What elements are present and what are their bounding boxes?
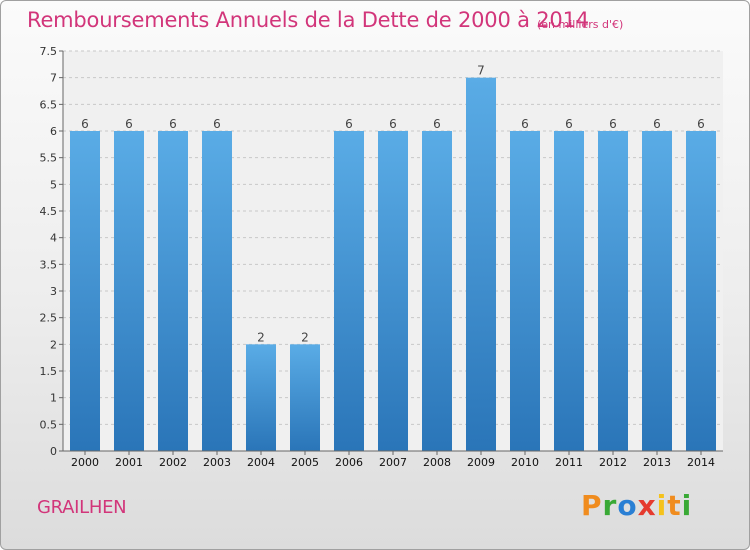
x-tick-label: 2013 [643, 456, 671, 469]
y-tick-label: 2 [50, 338, 57, 351]
y-tick-label: 7 [50, 72, 57, 85]
y-tick-label: 1.5 [40, 365, 58, 378]
x-tick-label: 2012 [599, 456, 627, 469]
data-label: 6 [389, 117, 397, 131]
data-label: 6 [653, 117, 661, 131]
data-label: 2 [257, 330, 265, 344]
x-tick-label: 2001 [115, 456, 143, 469]
data-label: 6 [213, 117, 221, 131]
chart-unit: (en milliers d'€) [537, 18, 624, 31]
bar [642, 131, 672, 451]
y-tick-label: 4.5 [40, 205, 58, 218]
y-tick-label: 6.5 [40, 98, 58, 111]
x-tick-label: 2011 [555, 456, 583, 469]
bar [466, 77, 496, 452]
data-label: 6 [565, 117, 573, 131]
data-label: 6 [125, 117, 133, 131]
chart-title: Remboursements Annuels de la Dette de 20… [27, 8, 589, 32]
data-label: 6 [345, 117, 353, 131]
x-tick-label: 2005 [291, 456, 319, 469]
x-tick-label: 2010 [511, 456, 539, 469]
y-tick-label: 1 [50, 392, 57, 405]
y-tick-label: 5 [50, 178, 57, 191]
y-tick-label: 3 [50, 285, 57, 298]
data-label: 6 [433, 117, 441, 131]
proxiti-logo: Proxiti [581, 489, 693, 522]
data-label: 7 [477, 64, 485, 78]
bar [378, 131, 408, 451]
bar [554, 131, 584, 451]
x-tick-label: 2008 [423, 456, 451, 469]
data-label: 6 [81, 117, 89, 131]
x-tick-label: 2000 [71, 456, 99, 469]
commune-name: GRAILHEN [37, 497, 127, 518]
y-tick-label: 4 [50, 232, 57, 245]
bar [114, 131, 144, 451]
bar [510, 131, 540, 451]
y-tick-label: 7.5 [40, 45, 58, 58]
bar [158, 131, 188, 451]
y-tick-label: 5.5 [40, 152, 58, 165]
y-tick-label: 3.5 [40, 258, 58, 271]
data-label: 6 [521, 117, 529, 131]
bar [290, 344, 320, 451]
x-tick-label: 2002 [159, 456, 187, 469]
data-label: 6 [697, 117, 705, 131]
x-tick-label: 2014 [687, 456, 715, 469]
x-tick-label: 2009 [467, 456, 495, 469]
y-tick-label: 0 [50, 445, 57, 458]
bar [334, 131, 364, 451]
y-tick-label: 0.5 [40, 418, 58, 431]
x-tick-label: 2003 [203, 456, 231, 469]
bar [70, 131, 100, 451]
bar [686, 131, 716, 451]
bar [246, 344, 276, 451]
data-label: 2 [301, 330, 309, 344]
data-label: 6 [169, 117, 177, 131]
y-tick-label: 6 [50, 125, 57, 138]
bar [598, 131, 628, 451]
x-tick-label: 2006 [335, 456, 363, 469]
x-tick-label: 2007 [379, 456, 407, 469]
bar [422, 131, 452, 451]
y-tick-label: 2.5 [40, 312, 58, 325]
data-label: 6 [609, 117, 617, 131]
x-tick-label: 2004 [247, 456, 275, 469]
bar [202, 131, 232, 451]
